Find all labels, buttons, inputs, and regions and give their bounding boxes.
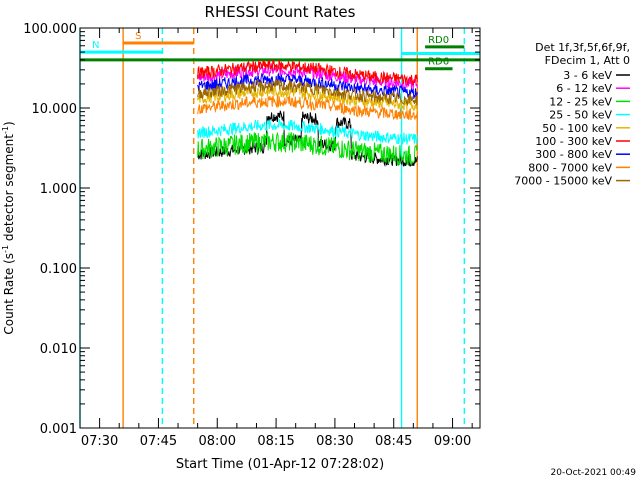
- legend-label-3-6-kev: 3 - 6 keV: [563, 69, 612, 82]
- legend-label-300-800-kev: 300 - 800 keV: [535, 148, 612, 161]
- y-axis-label-sup1: -1: [1, 245, 10, 253]
- legend-label-100-300-kev: 100 - 300 keV: [535, 135, 612, 148]
- plot-timestamp: 20-Oct-2021 00:49: [551, 468, 637, 478]
- series-line-25-50-kev: [197, 118, 418, 145]
- x-tick-label: 09:00: [434, 434, 471, 449]
- x-tick-label: 08:45: [375, 434, 412, 449]
- legend-label-50-100-kev: 50 - 100 keV: [542, 122, 612, 135]
- flag-label-s: S: [135, 31, 141, 42]
- x-axis-label: Start Time (01-Apr-12 07:28:02): [176, 457, 384, 472]
- legend-label-800-7000-kev: 800 - 7000 keV: [528, 161, 612, 174]
- chart-title: RHESSI Count Rates: [205, 3, 356, 21]
- series-line-7000-15000-kev: [197, 78, 418, 106]
- series-line-100-300-kev: [197, 59, 418, 86]
- x-tick-label: 07:45: [140, 434, 177, 449]
- x-tick-label: 07:30: [81, 434, 118, 449]
- y-axis-label-sup2: -1: [1, 126, 10, 134]
- legend-header-line-2: FDecim 1, Att 0: [545, 54, 630, 67]
- y-tick-label: 0.100: [40, 262, 77, 277]
- y-tick-label: 1.000: [40, 182, 77, 197]
- series-line-12-25-kev: [197, 130, 418, 166]
- legend-header-line-1: Det 1f,3f,5f,6f,9f,: [535, 41, 630, 54]
- y-tick-label: 100.000: [23, 22, 77, 37]
- flag-label-rd0: RD0: [428, 35, 449, 46]
- series-line-800-7000-kev: [197, 95, 418, 121]
- series-line-50-100-kev: [197, 83, 418, 112]
- series-line-300-800-kev: [197, 72, 418, 99]
- x-tick-label: 08:00: [199, 434, 236, 449]
- y-axis-label-part1: Count Rate (s: [2, 253, 16, 335]
- x-tick-label: 08:30: [316, 434, 353, 449]
- y-tick-label: 0.010: [40, 342, 77, 357]
- y-tick-label: 10.000: [32, 102, 78, 117]
- flag-label-n: N: [92, 40, 99, 51]
- y-tick-label: 0.001: [40, 422, 77, 437]
- flag-label-rd6: RD6: [428, 57, 449, 68]
- series-line-3-6-kev: [197, 110, 418, 168]
- y-axis-label-part2: detector segment: [2, 134, 16, 245]
- legend-label-25-50-kev: 25 - 50 keV: [549, 109, 612, 122]
- y-axis-label: Count Rate (s-1 detector segment-1): [1, 121, 16, 334]
- legend-label-6-12-kev: 6 - 12 keV: [556, 82, 612, 95]
- legend-label-7000-15000-kev: 7000 - 15000 keV: [514, 175, 612, 188]
- x-tick-label: 08:15: [257, 434, 294, 449]
- legend-label-12-25-kev: 12 - 25 keV: [549, 95, 612, 108]
- plot-frame: [79, 27, 481, 429]
- y-axis-label-part3: ): [2, 121, 16, 126]
